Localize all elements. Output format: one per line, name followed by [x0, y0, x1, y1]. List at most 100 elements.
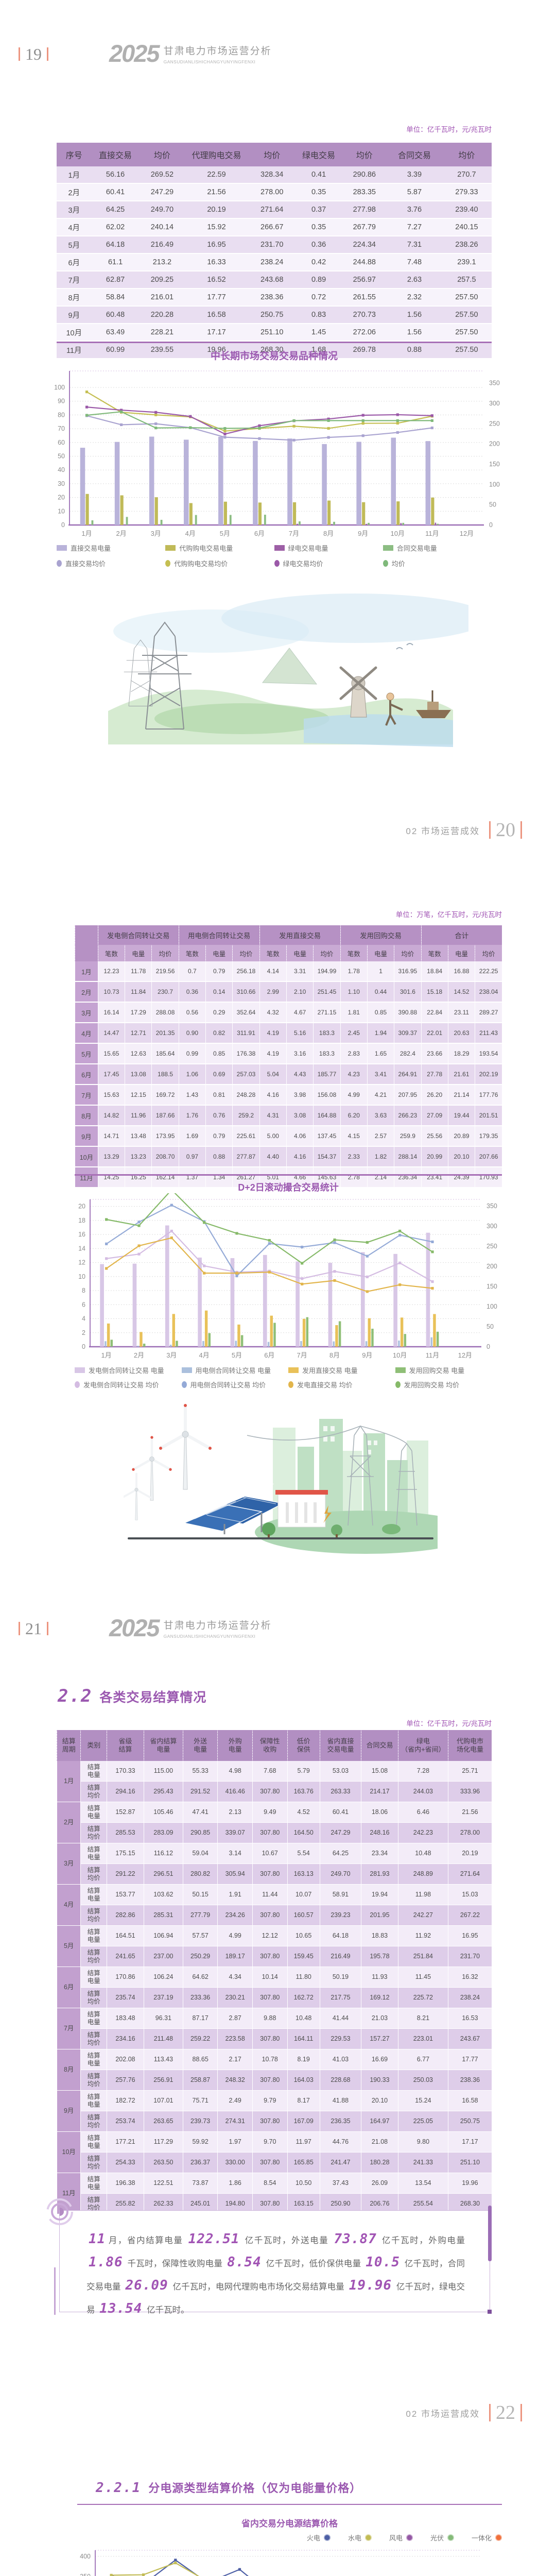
svg-text:14: 14 [78, 1245, 85, 1252]
note-accent [488, 2206, 492, 2261]
cell: 236.34 [394, 1167, 422, 1188]
cell: 234.16 [107, 2028, 144, 2049]
column-header: 保障性 收购 [252, 1730, 288, 1761]
cell: 88.65 [182, 2049, 218, 2070]
cell: 7.27 [387, 218, 442, 236]
cell: 307.80 [252, 2111, 288, 2132]
cell: 4.99 [217, 1925, 253, 1946]
cell: 0.56 [178, 1002, 206, 1023]
data-table: 序号 直接交易 均价 代理购电交易 均价 绿电交易 均价 合同交易 均价 1月 56.16 269.5… [57, 143, 492, 359]
column-header: 省内结算 电量 [143, 1730, 183, 1761]
cell: 18.06 [361, 1802, 398, 1823]
cell: 64.25 [91, 201, 140, 219]
legend-label: 发用直接交易 电量 [302, 1367, 358, 1375]
cell: 2.45 [340, 1023, 368, 1044]
cell: 214.17 [361, 1781, 398, 1802]
legend-item: 绿电交易电量 [274, 543, 383, 553]
cell: 16.14 [97, 1002, 125, 1023]
cell: 16.95 [447, 1925, 492, 1946]
cell: 23.34 [361, 1843, 398, 1864]
group-header: 用电侧合同转让交易 [178, 925, 260, 945]
cell: 253.74 [107, 2111, 144, 2132]
cell: 237.19 [143, 1987, 183, 2008]
cell: 290.85 [182, 1822, 218, 1843]
cell: 307.80 [252, 1946, 288, 1967]
column-header: 绿电 （省内+省间） [397, 1730, 448, 1761]
brand-title: 甘肃电力市场运营分析 [163, 1620, 272, 1631]
table-settlement: 结算 周期 类别 省级 结算 省内结算 电量 外送 电量 外购 电量 保障性 收购 低价 保供… [56, 1730, 492, 2214]
month-cell: 3月 [75, 1002, 98, 1023]
table-row: 8月 结算 电量 202.08 113.43 88.65 2.17 10.78 8.19 41.… [56, 2049, 492, 2091]
cell: 20.89 [447, 1126, 475, 1147]
cell: 17.17 [185, 324, 248, 342]
svg-text:6月: 6月 [264, 1351, 274, 1359]
cell: 4月 [57, 218, 92, 236]
cell: 280.82 [182, 1863, 218, 1885]
cell: 4.16 [286, 1146, 314, 1167]
chart1-legend-lines: 直接交易均价 代购购电交易均价 绿电交易均价 均价 [57, 558, 492, 568]
cell: 4.43 [286, 1064, 314, 1085]
cell: 3.39 [387, 166, 442, 184]
svg-text:7月: 7月 [289, 530, 299, 537]
legend-swatch [395, 1367, 406, 1373]
cell: 164.51 [107, 1925, 144, 1946]
column-header: 电量 [367, 945, 394, 961]
cell: 145.63 [313, 1167, 341, 1188]
cell: 2.49 [217, 2090, 253, 2111]
month-cell: 1月 [56, 1761, 81, 1802]
cell: 251.10 [447, 2152, 492, 2173]
month-cell: 11月 [56, 2173, 81, 2214]
cell: 96.31 [143, 2008, 183, 2029]
chart1-title: 中长期市场交易交易品种情况 [210, 351, 338, 362]
month-cell: 2月 [75, 981, 98, 1003]
category-cell: 结算 电量 [80, 1925, 107, 1946]
month-cell: 1月 [75, 961, 98, 982]
category-cell: 结算 电量 [80, 2131, 107, 2153]
highlight-number: 13.54 [99, 2301, 143, 2316]
cell: 58.91 [319, 1884, 361, 1905]
cell: 195.78 [361, 1946, 398, 1967]
cell: 285.31 [143, 1905, 183, 1926]
svg-text:300: 300 [489, 400, 500, 407]
cell: 238.04 [475, 981, 502, 1003]
section-label: 分电源类型结算价格（仅为电能量价格） [148, 2482, 362, 2495]
cell: 19.44 [447, 1105, 475, 1126]
cell: 9.70 [252, 2131, 288, 2153]
cell: 311.91 [232, 1023, 260, 1044]
cell: 270.7 [441, 166, 492, 184]
cell: 183.3 [313, 1043, 341, 1064]
svg-text:1月: 1月 [81, 530, 92, 537]
category-cell: 结算 电量 [80, 1884, 107, 1905]
legend-label: 直接交易电量 [71, 545, 111, 552]
cell: 257.50 [441, 306, 492, 324]
cell: 247.29 [319, 1822, 361, 1843]
table-row: 4月 结算 电量 153.77 103.62 50.15 1.91 11.44 10.07 58… [56, 1884, 492, 1926]
page-number: 19 [25, 44, 42, 63]
page21-header: 21 2025 甘肃电力市场运营分析 GANSUDIANLISHICHANGYU… [19, 1616, 272, 1640]
svg-text:10: 10 [58, 507, 65, 515]
cell: 10.50 [287, 2173, 320, 2194]
legend-label: 一体化 [471, 2534, 492, 2542]
cell: 19.94 [361, 1884, 398, 1905]
legend-label: 火电 [306, 2534, 320, 2542]
cell: 175.15 [107, 1843, 144, 1864]
highlight-number: 122.51 [188, 2231, 240, 2247]
legend-item: 发用回购交易 电量 [395, 1365, 502, 1375]
column-header: 代购电市 场化电量 [447, 1730, 492, 1761]
cell: 23.11 [447, 1002, 475, 1023]
cell: 196.38 [107, 2173, 144, 2194]
cell: 13.23 [125, 1146, 152, 1167]
cell: 10.48 [287, 2008, 320, 2029]
cell: 249.70 [319, 1863, 361, 1885]
month-cell: 4月 [75, 1023, 98, 1044]
column-header: 电量 [447, 945, 475, 961]
cell: 11.84 [125, 981, 152, 1003]
cell: 106.24 [143, 1967, 183, 1988]
column-header: 省级 结算 [107, 1730, 144, 1761]
cell: 238.36 [248, 289, 296, 307]
cell: 11.80 [287, 1967, 320, 1988]
cell: 1.10 [340, 981, 368, 1003]
legend-swatch [181, 1381, 187, 1388]
cell: 11.44 [252, 1884, 288, 1905]
svg-text:2: 2 [82, 1329, 85, 1336]
